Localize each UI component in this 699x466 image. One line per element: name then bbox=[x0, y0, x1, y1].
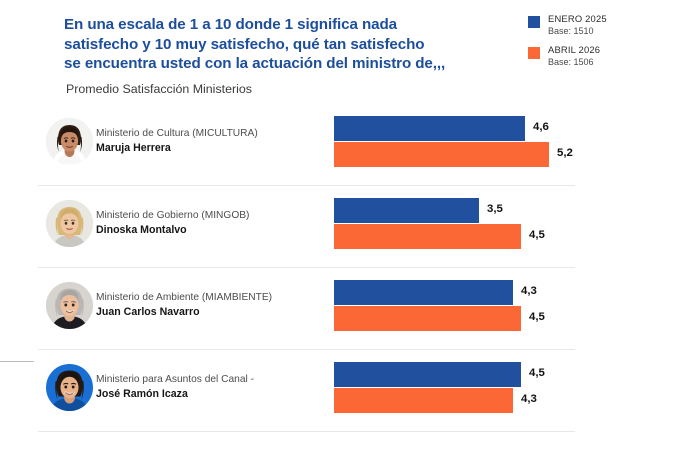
page-title-line-1: En una escala de 1 a 10 donde 1 signific… bbox=[64, 16, 398, 33]
page-title-line-3: se encuentra usted con la actuación del … bbox=[64, 55, 446, 72]
ministry-label: Ministerio para Asuntos del Canal - bbox=[96, 374, 254, 385]
avatar-jose-ramon-icaza bbox=[46, 364, 93, 411]
bar-enero-2025[interactable] bbox=[334, 116, 525, 141]
legend-base-enero-2025: Base: 1510 bbox=[548, 26, 594, 36]
bar-abril-2026[interactable] bbox=[334, 142, 549, 167]
legend-label-enero-2025: ENERO 2025 bbox=[548, 13, 607, 24]
minister-name-label: Maruja Herrera bbox=[96, 142, 171, 154]
legend-label-abril-2026: ABRIL 2026 bbox=[548, 44, 601, 55]
legend-swatch-icon-orange bbox=[528, 47, 540, 59]
minister-name-label: Dinoska Montalvo bbox=[96, 224, 187, 236]
table-row: Ministerio de Ambiente (MIAMBIENTE) Juan… bbox=[38, 268, 575, 350]
minister-name-label: Juan Carlos Navarro bbox=[96, 306, 200, 318]
table-row: Ministerio de Cultura (MICULTURA) Maruja… bbox=[38, 104, 575, 186]
avatar-juan-carlos-navarro bbox=[46, 282, 93, 329]
ministry-label: Ministerio de Gobierno (MINGOB) bbox=[96, 210, 250, 221]
bar-abril-2026[interactable] bbox=[334, 224, 521, 249]
bar-value-enero-2025: 4,5 bbox=[529, 367, 545, 379]
legend-item-abril-2026[interactable]: ABRIL 2026 Base: 1506 bbox=[528, 44, 688, 73]
bar-value-abril-2026: 4,5 bbox=[529, 229, 545, 241]
ministers-chart-rows: Ministerio de Cultura (MICULTURA) Maruja… bbox=[0, 104, 699, 432]
bar-value-enero-2025: 4,6 bbox=[533, 121, 549, 133]
bar-value-abril-2026: 5,2 bbox=[557, 147, 573, 159]
chart-header: En una escala de 1 a 10 donde 1 signific… bbox=[0, 0, 699, 104]
page-title: En una escala de 1 a 10 donde 1 signific… bbox=[64, 15, 516, 74]
ministry-label: Ministerio de Cultura (MICULTURA) bbox=[96, 128, 258, 139]
left-edge-divider bbox=[0, 361, 34, 362]
page-subtitle: Promedio Satisfacción Ministerios bbox=[66, 82, 252, 96]
bar-enero-2025[interactable] bbox=[334, 280, 513, 305]
bar-enero-2025[interactable] bbox=[334, 362, 521, 387]
bar-abril-2026[interactable] bbox=[334, 388, 513, 413]
page-title-line-2: satisfecho y 10 muy satisfecho, qué tan … bbox=[64, 35, 425, 53]
table-row: Ministerio de Gobierno (MINGOB) Dinoska … bbox=[38, 186, 575, 268]
minister-name-label: José Ramón Icaza bbox=[96, 388, 188, 400]
legend-swatch-icon-blue bbox=[528, 16, 540, 28]
table-row: Ministerio para Asuntos del Canal - José… bbox=[38, 350, 575, 432]
ministry-label: Ministerio de Ambiente (MIAMBIENTE) bbox=[96, 292, 273, 303]
avatar-maruja-herrera bbox=[46, 118, 93, 165]
legend-base-abril-2026: Base: 1506 bbox=[548, 57, 594, 67]
bar-value-enero-2025: 4,3 bbox=[521, 285, 537, 297]
bar-value-abril-2026: 4,5 bbox=[529, 311, 545, 323]
chart-legend: ENERO 2025 Base: 1510 ABRIL 2026 Base: 1… bbox=[528, 13, 688, 76]
bar-enero-2025[interactable] bbox=[334, 198, 479, 223]
legend-item-enero-2025[interactable]: ENERO 2025 Base: 1510 bbox=[528, 13, 688, 42]
avatar-dinoska-montalvo bbox=[46, 200, 93, 247]
bar-abril-2026[interactable] bbox=[334, 306, 521, 331]
bar-value-enero-2025: 3,5 bbox=[487, 203, 503, 215]
bar-value-abril-2026: 4,3 bbox=[521, 393, 537, 405]
